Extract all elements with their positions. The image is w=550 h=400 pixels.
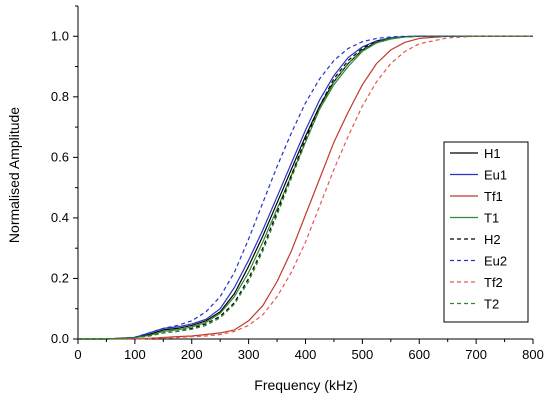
- x-tick-label: 400: [295, 347, 317, 362]
- y-tick-label: 0.8: [51, 89, 69, 104]
- y-tick-label: 0.4: [51, 210, 69, 225]
- legend-label-h2: H2: [484, 232, 501, 247]
- legend: H1 Eu1 Tf1 T1 H2 Eu2 Tf2 T2: [443, 141, 529, 323]
- x-tick-label: 500: [352, 347, 374, 362]
- legend-label-h1: H1: [484, 146, 501, 161]
- y-tick-label: 0.2: [51, 270, 69, 285]
- legend-label-eu1: Eu1: [484, 168, 507, 183]
- y-tick-label: 1.0: [51, 28, 69, 43]
- x-tick-label: 0: [74, 347, 81, 362]
- series-line-tf1: [78, 35, 533, 340]
- x-tick-label: 800: [522, 347, 544, 362]
- legend-label-tf1: Tf1: [484, 189, 503, 204]
- series-line-tf2: [78, 35, 533, 340]
- x-tick-label: 100: [124, 347, 146, 362]
- legend-box: [443, 141, 529, 323]
- legend-label-eu2: Eu2: [484, 254, 507, 269]
- x-tick-label: 300: [238, 347, 260, 362]
- series-line-t2: [78, 35, 533, 340]
- x-tick-label: 700: [465, 347, 487, 362]
- series-layer: [78, 35, 533, 340]
- legend-label-tf2: Tf2: [484, 275, 503, 290]
- legend-label-t2: T2: [484, 297, 499, 312]
- y-tick-label: 0.0: [51, 331, 69, 346]
- axes-layer: 0 100 200 300 400 500 600 700 800 0.0 0.2 0.4 0.6 0.8…: [51, 5, 544, 362]
- y-axis-title: Normalised Amplitude: [6, 107, 22, 243]
- x-axis-title: Frequency (kHz): [254, 377, 357, 393]
- series-line-eu2: [78, 35, 533, 340]
- legend-label-t1: T1: [484, 211, 499, 226]
- x-tick-label: 200: [181, 347, 203, 362]
- x-tick-label: 600: [408, 347, 430, 362]
- y-tick-label: 0.6: [51, 149, 69, 164]
